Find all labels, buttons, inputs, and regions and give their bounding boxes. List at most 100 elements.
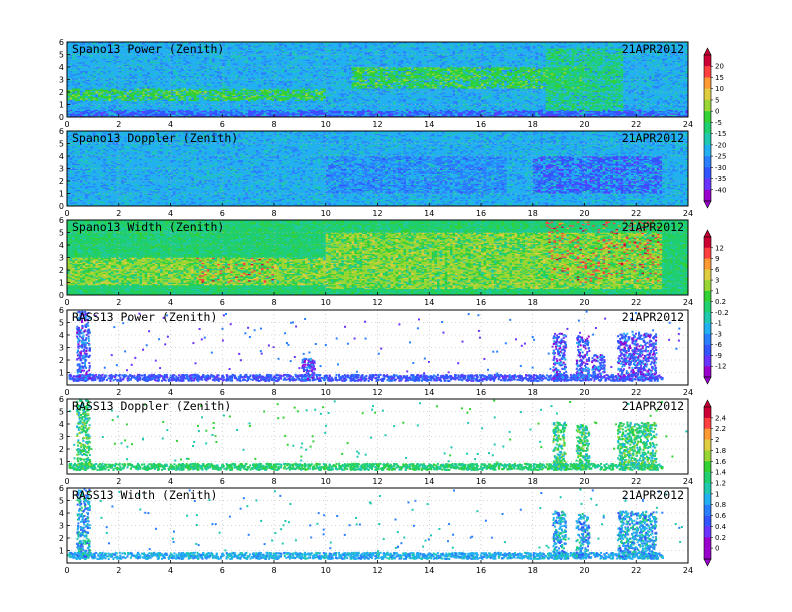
data-point bbox=[252, 377, 255, 380]
data-point bbox=[136, 373, 139, 376]
data-point bbox=[620, 344, 622, 346]
data-point bbox=[196, 377, 199, 380]
data-point bbox=[72, 464, 75, 467]
data-point bbox=[639, 338, 642, 341]
data-point bbox=[563, 354, 566, 357]
data-point bbox=[312, 361, 315, 364]
data-point bbox=[301, 361, 304, 364]
data-point bbox=[154, 359, 157, 362]
data-point bbox=[558, 332, 561, 335]
x-tick-label: 8 bbox=[271, 209, 276, 218]
data-point bbox=[145, 379, 148, 382]
data-point bbox=[554, 376, 557, 379]
data-point bbox=[93, 466, 96, 469]
data-point bbox=[79, 314, 82, 316]
data-point bbox=[255, 463, 258, 466]
data-point bbox=[84, 359, 87, 362]
data-point bbox=[83, 313, 86, 316]
data-point bbox=[223, 378, 226, 381]
data-point bbox=[287, 343, 290, 346]
data-point bbox=[577, 374, 580, 377]
data-point bbox=[369, 378, 372, 381]
data-point bbox=[652, 375, 655, 378]
data-point bbox=[640, 355, 643, 358]
data-point bbox=[402, 375, 405, 378]
data-point bbox=[377, 352, 380, 355]
data-point bbox=[105, 374, 108, 377]
data-point bbox=[81, 340, 84, 343]
data-point bbox=[653, 352, 655, 355]
data-point bbox=[404, 376, 407, 379]
data-point bbox=[650, 349, 652, 352]
data-point bbox=[514, 463, 516, 465]
data-point bbox=[109, 377, 112, 380]
data-point bbox=[619, 337, 622, 340]
data-point bbox=[69, 466, 72, 469]
data-point bbox=[337, 363, 339, 366]
data-point bbox=[146, 375, 149, 378]
data-point bbox=[436, 462, 439, 465]
data-point bbox=[311, 371, 314, 374]
data-point bbox=[587, 373, 590, 376]
data-point bbox=[652, 358, 655, 361]
data-point bbox=[92, 378, 95, 381]
data-point bbox=[267, 344, 270, 347]
data-point bbox=[581, 371, 584, 374]
data-point bbox=[387, 377, 390, 380]
data-point bbox=[516, 467, 519, 470]
data-point bbox=[168, 378, 171, 381]
data-point bbox=[632, 333, 635, 336]
data-point bbox=[448, 380, 451, 382]
grid-lines bbox=[67, 42, 688, 117]
data-point bbox=[357, 463, 360, 466]
data-point bbox=[585, 310, 588, 313]
data-point bbox=[160, 375, 163, 378]
data-point bbox=[384, 375, 387, 378]
data-point bbox=[564, 341, 567, 344]
data-point bbox=[139, 467, 141, 470]
data-point bbox=[598, 370, 601, 372]
data-point bbox=[532, 468, 535, 471]
data-point bbox=[471, 378, 474, 381]
data-point bbox=[597, 367, 600, 370]
data-point bbox=[322, 466, 325, 469]
data-point bbox=[146, 469, 149, 471]
data-point bbox=[622, 363, 625, 366]
data-point bbox=[294, 373, 297, 376]
data-point bbox=[478, 380, 481, 382]
data-point bbox=[241, 376, 244, 379]
data-point bbox=[126, 379, 129, 382]
data-point bbox=[312, 366, 315, 369]
data-point bbox=[175, 468, 178, 471]
data-point bbox=[338, 373, 341, 376]
data-point bbox=[307, 466, 310, 469]
data-point bbox=[390, 467, 393, 470]
data-point bbox=[614, 375, 617, 377]
data-point bbox=[206, 377, 209, 380]
data-point bbox=[91, 377, 94, 380]
data-point bbox=[399, 378, 402, 381]
data-point bbox=[78, 328, 81, 331]
data-point bbox=[654, 343, 657, 345]
data-point bbox=[518, 463, 521, 466]
data-point bbox=[243, 466, 246, 469]
data-point bbox=[221, 463, 224, 466]
data-point bbox=[516, 375, 519, 378]
data-point bbox=[364, 337, 367, 340]
data-point bbox=[555, 341, 558, 344]
data-point bbox=[90, 373, 93, 376]
data-point bbox=[346, 463, 349, 466]
data-point bbox=[167, 468, 170, 471]
data-point bbox=[82, 334, 85, 337]
data-point bbox=[424, 378, 427, 381]
data-point bbox=[84, 315, 87, 318]
data-point bbox=[187, 379, 190, 382]
data-point bbox=[202, 465, 205, 468]
data-point bbox=[245, 375, 248, 378]
data-point bbox=[78, 316, 81, 319]
data-point bbox=[487, 368, 489, 371]
data-point bbox=[264, 379, 267, 382]
data-point bbox=[620, 466, 623, 469]
